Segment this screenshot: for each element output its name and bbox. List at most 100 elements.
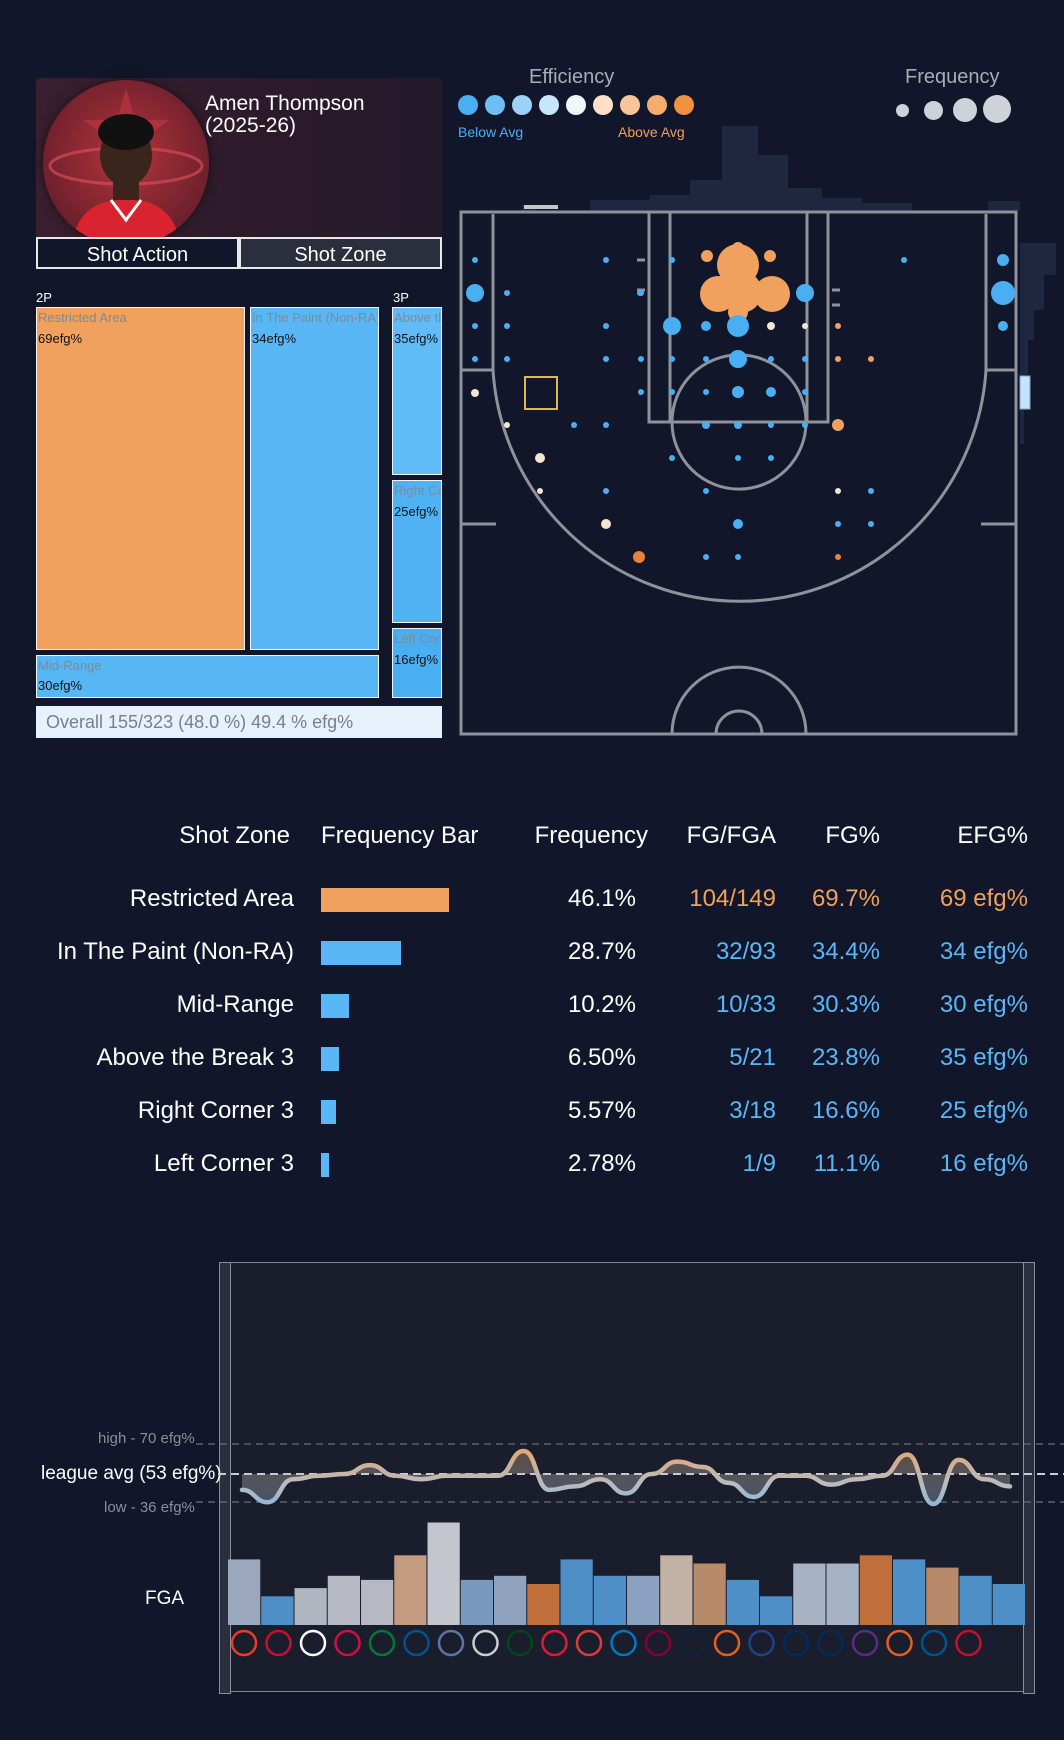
treemap-cell-left-corner-3[interactable]: Left Corner 3 16efg%: [392, 628, 442, 698]
team-logo-icon[interactable]: [989, 1629, 1017, 1657]
treemap-cell-restricted-area[interactable]: Restricted Area 69efg%: [36, 307, 245, 650]
shot-dot[interactable]: [802, 422, 808, 428]
team-logo-icon[interactable]: [575, 1629, 603, 1657]
shot-dot[interactable]: [720, 271, 762, 313]
shot-dot[interactable]: [766, 387, 776, 397]
shot-dot[interactable]: [732, 386, 744, 398]
shot-dot[interactable]: [603, 323, 609, 329]
shot-dot[interactable]: [504, 356, 510, 362]
team-logo-icon[interactable]: [920, 1629, 948, 1657]
fga-bar[interactable]: [826, 1563, 859, 1626]
fga-bar[interactable]: [760, 1596, 793, 1625]
shot-dot[interactable]: [703, 554, 709, 560]
shot-dot[interactable]: [991, 281, 1015, 305]
fga-bar[interactable]: [427, 1522, 460, 1626]
team-logo-icon[interactable]: [403, 1629, 430, 1657]
shot-dot[interactable]: [471, 389, 479, 397]
fga-bar[interactable]: [294, 1588, 327, 1625]
shot-dot[interactable]: [669, 356, 675, 362]
shot-dot[interactable]: [504, 323, 510, 329]
shot-dot[interactable]: [472, 323, 478, 329]
treemap-cell-mid-range[interactable]: Mid-Range 30efg%: [36, 655, 379, 698]
treemap-cell-in-the-paint[interactable]: In The Paint (Non-RA) 34efg%: [250, 307, 379, 650]
shot-dot[interactable]: [603, 488, 609, 494]
shot-dot[interactable]: [732, 242, 744, 254]
chart-range-handle-right[interactable]: [1023, 1262, 1035, 1694]
shot-dot[interactable]: [727, 315, 749, 337]
team-logo-icon[interactable]: [299, 1629, 327, 1657]
team-logo-icon[interactable]: [851, 1629, 879, 1657]
shot-dot[interactable]: [868, 488, 874, 494]
fga-bar[interactable]: [859, 1555, 892, 1625]
fga-bar[interactable]: [560, 1559, 593, 1625]
tab-shot-action[interactable]: Shot Action: [36, 237, 239, 269]
shot-dot[interactable]: [901, 257, 907, 263]
fga-bar[interactable]: [693, 1563, 726, 1626]
shot-dot[interactable]: [868, 521, 874, 527]
team-logo-icon[interactable]: [748, 1629, 775, 1657]
shot-dot[interactable]: [571, 422, 577, 428]
shot-dot[interactable]: [802, 356, 808, 362]
fga-bar[interactable]: [992, 1584, 1025, 1625]
team-logo-icon[interactable]: [265, 1629, 292, 1657]
shot-dot[interactable]: [735, 554, 741, 560]
shot-dot[interactable]: [835, 554, 841, 560]
shot-dot[interactable]: [669, 455, 675, 461]
team-logo-icon[interactable]: [817, 1629, 844, 1657]
team-logo-icon[interactable]: [644, 1629, 672, 1657]
team-logo-icon[interactable]: [506, 1629, 534, 1657]
shot-dot[interactable]: [703, 488, 709, 494]
shot-dot[interactable]: [764, 250, 776, 262]
tab-shot-zone[interactable]: Shot Zone: [239, 237, 442, 269]
shot-dot[interactable]: [733, 519, 743, 529]
shot-dot[interactable]: [868, 356, 874, 362]
fga-bar[interactable]: [593, 1575, 626, 1625]
shot-dot[interactable]: [472, 356, 478, 362]
fga-bar[interactable]: [460, 1579, 493, 1625]
shot-dot[interactable]: [669, 257, 675, 263]
shot-dot[interactable]: [835, 488, 841, 494]
fga-bar[interactable]: [926, 1567, 959, 1625]
shot-dot[interactable]: [637, 290, 643, 296]
shot-dot[interactable]: [835, 356, 841, 362]
shot-dot[interactable]: [702, 421, 710, 429]
shot-dot[interactable]: [734, 421, 742, 429]
shot-dot[interactable]: [703, 356, 709, 362]
shot-dot[interactable]: [669, 389, 675, 395]
fga-bar[interactable]: [726, 1579, 759, 1625]
shot-dot[interactable]: [796, 284, 814, 302]
team-logo-icon[interactable]: [886, 1629, 913, 1657]
team-logo-icon[interactable]: [541, 1629, 568, 1657]
shot-dot[interactable]: [701, 250, 713, 262]
shot-dot[interactable]: [802, 389, 808, 395]
team-logo-icon[interactable]: [610, 1629, 637, 1657]
fga-bar[interactable]: [793, 1563, 826, 1626]
fga-bar[interactable]: [261, 1596, 294, 1625]
fga-bar[interactable]: [327, 1575, 360, 1625]
fga-bar[interactable]: [893, 1559, 926, 1625]
fga-bar[interactable]: [627, 1575, 660, 1625]
shot-dot[interactable]: [768, 455, 774, 461]
shot-dot[interactable]: [735, 455, 741, 461]
shot-dot[interactable]: [729, 350, 747, 368]
fga-bar[interactable]: [660, 1555, 693, 1625]
team-logo-icon[interactable]: [230, 1629, 258, 1657]
shot-dot[interactable]: [835, 323, 841, 329]
shot-dot[interactable]: [997, 254, 1009, 266]
treemap-cell-right-corner-3[interactable]: Right Corner 3 25efg%: [392, 480, 442, 623]
team-logo-icon[interactable]: [472, 1629, 499, 1657]
team-logo-icon[interactable]: [713, 1629, 741, 1657]
shot-dot[interactable]: [633, 551, 645, 563]
fga-bar[interactable]: [228, 1559, 261, 1625]
shot-dot[interactable]: [603, 356, 609, 362]
shot-dot[interactable]: [768, 356, 774, 362]
team-logo-icon[interactable]: [782, 1629, 810, 1657]
shot-dot[interactable]: [832, 419, 844, 431]
shot-dot[interactable]: [535, 453, 545, 463]
shot-dot[interactable]: [638, 356, 644, 362]
shot-dot[interactable]: [504, 422, 510, 428]
team-logo-icon[interactable]: [437, 1629, 465, 1657]
fga-bar[interactable]: [527, 1584, 560, 1625]
fga-bar[interactable]: [361, 1579, 394, 1625]
shot-dot[interactable]: [663, 317, 681, 335]
